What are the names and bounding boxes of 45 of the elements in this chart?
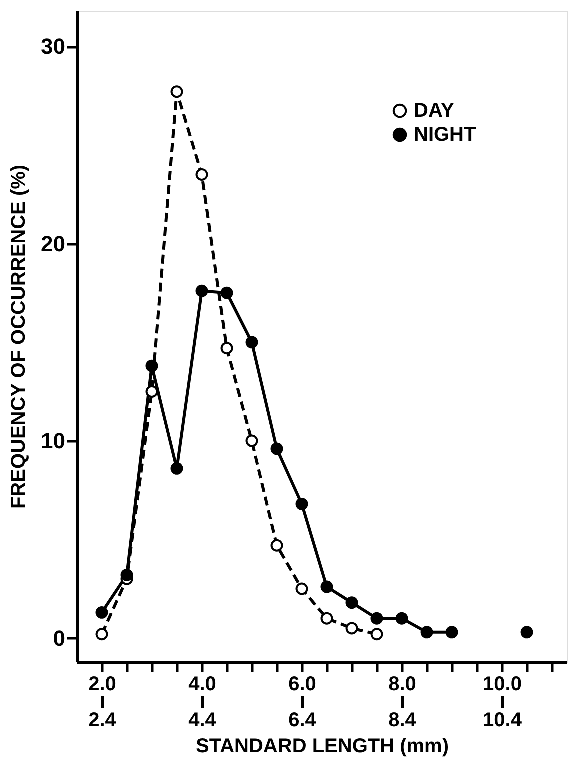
x2-tick-label: 4.4 xyxy=(188,710,218,732)
point xyxy=(146,386,158,398)
point xyxy=(270,539,284,552)
y-tick-label: 0 xyxy=(53,626,66,651)
x2-tick-label: 2.4 xyxy=(88,710,118,732)
point xyxy=(146,360,158,372)
point xyxy=(370,628,384,641)
y-tick-label: 30 xyxy=(41,34,66,60)
point xyxy=(220,286,234,300)
point xyxy=(346,596,358,610)
y-tick-label: 20 xyxy=(41,231,66,256)
x2-tick-label: 10.4 xyxy=(483,710,523,732)
point xyxy=(296,498,308,510)
x-tick-label: 8.0 xyxy=(388,674,416,696)
point xyxy=(120,568,134,582)
x-tick-label: 10.0 xyxy=(483,674,522,696)
point xyxy=(170,462,184,475)
x2-tick-label: 6.4 xyxy=(288,710,318,732)
point xyxy=(370,612,384,625)
point xyxy=(246,336,258,349)
point xyxy=(320,580,334,594)
legend-label: DAY xyxy=(414,100,456,122)
point xyxy=(420,626,434,639)
point xyxy=(346,622,358,635)
point xyxy=(246,434,258,448)
x2-tick-label: 8.4 xyxy=(388,710,418,732)
point xyxy=(396,612,408,625)
x-tick-label: 6.0 xyxy=(288,674,316,696)
y-tick-label: 10 xyxy=(41,428,66,454)
point xyxy=(96,628,108,641)
point xyxy=(446,626,458,639)
point xyxy=(520,626,534,639)
point xyxy=(170,86,184,98)
point xyxy=(196,168,208,181)
x-tick-label: 4.0 xyxy=(188,674,216,696)
x-axis-title: STANDARD LENGTH (mm) xyxy=(196,736,449,758)
x-tick-label: 2.0 xyxy=(88,674,116,696)
point xyxy=(270,442,284,456)
point xyxy=(296,582,308,596)
point xyxy=(96,606,108,619)
point xyxy=(196,284,208,298)
legend-label: NIGHT xyxy=(414,124,476,146)
y-axis-title: FREQUENCY OF OCCURRENCE (%) xyxy=(8,164,30,510)
point xyxy=(220,342,234,355)
point xyxy=(320,612,334,625)
